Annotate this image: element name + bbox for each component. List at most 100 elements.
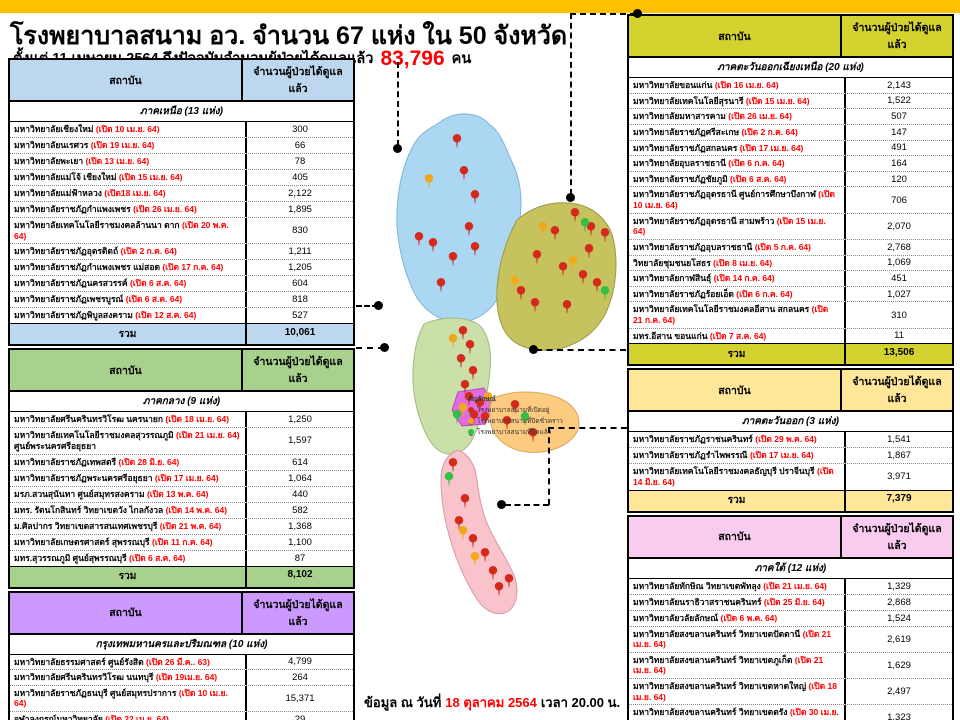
total-row: รวม 10,061 [10, 323, 353, 345]
table-row: มหาวิทยาลัยพะเยา (เปิด 13 เม.ย. 64) 78 [10, 154, 353, 170]
patient-count: 1,541 [887, 434, 911, 446]
table-south: สถาบัน จำนวนผู้ป่วยได้ดูแลแล้ว ภาคใต้ (1… [627, 514, 954, 720]
red-pin-icon [468, 407, 474, 413]
table-north: สถาบัน จำนวนผู้ป่วยได้ดูแลแล้ว ภาคเหนือ … [8, 58, 355, 347]
institution-name: มหาวิทยาลัยราชภัฏอุดรธานี ศูนย์การศึกษาบ… [633, 189, 816, 200]
connector-dot [393, 144, 402, 153]
open-date: (เปิด 25 มิ.ย. 64) [763, 596, 825, 607]
institution-name: มหาวิทยาลัยแม่ฟ้าหลวง [14, 188, 102, 198]
table-row: มหาวิทยาลัยราชภัฏอุดรธานี สามพร้าว (เปิด… [629, 213, 952, 240]
institution-name: มหาวิทยาลัยราชภัฏเทพสตรี [14, 456, 117, 467]
map-region-south [440, 449, 518, 615]
table-row: มหาวิทยาลัยทักษิณ วิทยาเขตพัทลุง (เปิด 2… [629, 578, 952, 595]
total-row: รวม 13,506 [629, 343, 952, 365]
table-row: มหาวิทยาลัยศรีนครินทรวิโรฒ นนทบุรี (เปิด… [10, 670, 353, 686]
col-institution: สถาบัน [629, 16, 842, 56]
institution-name: มหาวิทยาลัยกาฬสินธุ์ [633, 273, 712, 284]
table-row: มหาวิทยาลัยเทคโนโลยีราชมงคลธัญบุรี ปราจี… [629, 464, 952, 490]
patient-count: 147 [891, 126, 907, 138]
institution-name: มหาวิทยาลัยพะเยา [14, 156, 84, 166]
table-row: มหาวิทยาลัยแม่ฟ้าหลวง (เปิด18 เม.ย. 64) … [10, 186, 353, 202]
open-date: (เปิด 18 เม.ย. 64) [165, 414, 230, 425]
open-date: (เปิด 21 เม.ย. 64) [633, 654, 824, 676]
patient-count: 29 [294, 713, 306, 720]
institution-name: มหาวิทยาลัยมหาสารคาม [633, 111, 726, 122]
legend-label: โรงพยาบาลสนามที่ปิดแล้ว [477, 429, 552, 436]
table-header: สถาบัน จำนวนผู้ป่วยได้ดูแลแล้ว [10, 592, 353, 635]
table-row: วิทยาลัยชุมชนยโสธร (เปิด 8 เม.ย. 64) 1,0… [629, 255, 952, 272]
institution-name-extra: ศูนย์พระนครศรีอยุธยา [14, 440, 96, 451]
open-date: (เปิด 21 ก.ค. 64) [633, 304, 829, 325]
section-title-northeast: ภาคตะวันออกเฉียงเหนือ (20 แห่ง) [629, 58, 952, 78]
table-row: มหาวิทยาลัยราชภัฏชัยภูมิ (เปิด 6 ส.ค. 64… [629, 171, 952, 188]
patient-count: 66 [294, 140, 306, 151]
patient-count: 527 [292, 310, 308, 322]
connector-dot [566, 193, 575, 202]
table-row: มหาวิทยาลัยราชภัฏธนบุรี ศูนย์สมุทรปราการ… [10, 685, 353, 712]
open-date: (เปิด 21 เม.ย. 64) [175, 430, 240, 441]
institution-name: มหาวิทยาลัยราชภัฏธนบุรี ศูนย์สมุทรปราการ [14, 687, 177, 698]
table-row: มหาวิทยาลัยราชภัฏอุตรดิตถ์ (เปิด 2 ก.ค. … [10, 244, 353, 261]
patient-count: 614 [292, 456, 308, 468]
table-row: มหาวิทยาลัยเชียงใหม่ (เปิด 10 เม.ย. 64) … [10, 122, 353, 138]
institution-name: มหาวิทยาลัยราชภัฏสกลนคร [633, 142, 738, 153]
table-row: มรภ.สวนสุนันทา ศูนย์สมุทรสงคราม (เปิด 13… [10, 486, 353, 503]
table-row: มหาวิทยาลัยเกษตรศาสตร์ สุพรรณบุรี (เปิด … [10, 534, 353, 551]
col-patients: จำนวนผู้ป่วยได้ดูแลแล้ว [852, 22, 942, 51]
connector-line [356, 305, 378, 307]
table-row: มหาวิทยาลัยเทคโนโลยีสุรนารี (เปิด 15 เม.… [629, 93, 952, 110]
institution-name: มหาวิทยาลัยราชภัฏเพชรบูรณ์ [14, 294, 124, 305]
institution-name: มทร.สุวรรณภูมิ ศูนย์สุพรรณบุรี [14, 552, 127, 563]
table-row: มหาวิทยาลัยสงขลานครินทร์ วิทยาเขตหาดใหญ่… [629, 679, 952, 706]
table-rows: มหาวิทยาลัยธรรมศาสตร์ ศูนย์รังสิต (เปิด … [10, 654, 353, 720]
open-date: (เปิด 26 เม.ย. 64) [133, 204, 197, 214]
table-row: มหาวิทยาลัยกาฬสินธุ์ (เปิด 14 ก.ค. 64) 4… [629, 271, 952, 287]
table-row: มหาวิทยาลัยราชภัฏพระนครศรีอยุธยา (เปิด 1… [10, 470, 353, 487]
open-date: (เปิด 17 เม.ย. 64) [749, 450, 814, 461]
patient-count: 818 [292, 294, 308, 306]
col-institution: สถาบัน [629, 516, 842, 557]
right-table-column: สถาบัน จำนวนผู้ป่วยได้ดูแลแล้ว ภาคตะวันอ… [627, 14, 954, 720]
patient-count: 78 [294, 156, 306, 167]
table-rows: มหาวิทยาลัยขอนแก่น (เปิด 16 เม.ย. 64) 2,… [629, 78, 952, 344]
legend-item-open: โรงพยาบาลสนามที่เปิดอยู่ [468, 405, 608, 415]
patient-count: 2,619 [887, 633, 911, 645]
institution-name: มหาวิทยาลัยศรีนครินทรวิโรฒ นนทบุรี [14, 672, 154, 683]
col-patients: จำนวนผู้ป่วยได้ดูแลแล้ว [253, 598, 343, 628]
patient-count: 1,329 [887, 580, 911, 592]
patient-count: 582 [292, 504, 308, 516]
institution-name: มหาวิทยาลัยสงขลานครินทร์ วิทยาเขตหาดใหญ่ [633, 681, 807, 691]
table-header: สถาบัน จำนวนผู้ป่วยได้ดูแลแล้ว [629, 516, 952, 559]
patient-count: 1,895 [288, 204, 312, 215]
institution-name: มทร. รัตนโกสินทร์ วิทยาเขตวัง ไกลกังวล [14, 504, 164, 515]
patient-count: 830 [292, 225, 308, 237]
col-institution: สถาบัน [629, 370, 842, 411]
open-date: (เปิด 15 เม.ย. 64) [633, 215, 826, 237]
total-patient-count: 83,796 [380, 47, 445, 70]
table-row: มหาวิทยาลัยสงขลานครินทร์ วิทยาเขตตรัง (เ… [629, 705, 952, 720]
top-accent-bar [0, 0, 960, 13]
table-row: ม.ศิลปากร วิทยาเขตสารสนเทศเพชรบุรี (เปิด… [10, 518, 353, 535]
connector-line [505, 504, 549, 506]
institution-name: มหาวิทยาลัยเทคโนโลยีราชมงคลสุวรรณภูมิ [14, 430, 174, 441]
connector-line [548, 427, 627, 429]
patient-count: 1,368 [288, 520, 312, 532]
table-row: มหาวิทยาลัยราชภัฏเพชรบูรณ์ (เปิด 6 ส.ค. … [10, 292, 353, 309]
table-row: มหาวิทยาลัยราชภัฏร้อยเอ็ด (เปิด 6 ก.ค. 6… [629, 286, 952, 303]
green-pin-icon [468, 429, 474, 435]
open-date: (เปิด 6 ส.ค. 64) [129, 552, 186, 563]
section-title-south: ภาคใต้ (12 แห่ง) [629, 558, 952, 579]
table-row: มทร.สุวรรณภูมิ ศูนย์สุพรรณบุรี (เปิด 6 ส… [10, 550, 353, 566]
institution-name: มหาวิทยาลัยราชภัฏนครสวรรค์ [14, 278, 128, 289]
institution-name: ม.ศิลปากร วิทยาเขตสารสนเทศเพชรบุรี [14, 520, 158, 531]
map-region-north [396, 113, 522, 323]
section-title-east: ภาคตะวันออก (3 แห่ง) [629, 412, 952, 433]
table-row: มหาวิทยาลัยเทคโนโลยีราชมงคลอีสาน สกลนคร … [629, 302, 952, 329]
patient-count: 120 [891, 173, 907, 185]
table-row: มหาวิทยาลัยศรีนครินทรวิโรฒ นครนายก (เปิด… [10, 412, 353, 429]
open-date: (เปิด 13 พ.ค. 64) [146, 488, 209, 499]
institution-name: มหาวิทยาลัยอุบลราชธานี [633, 158, 726, 169]
open-date: (เปิด 14 พ.ค. 64) [165, 504, 228, 515]
open-date: (เปิด 8 เม.ย. 64) [713, 257, 773, 268]
institution-name: มหาวิทยาลัยราชภัฏราชนครินทร์ [633, 434, 753, 445]
